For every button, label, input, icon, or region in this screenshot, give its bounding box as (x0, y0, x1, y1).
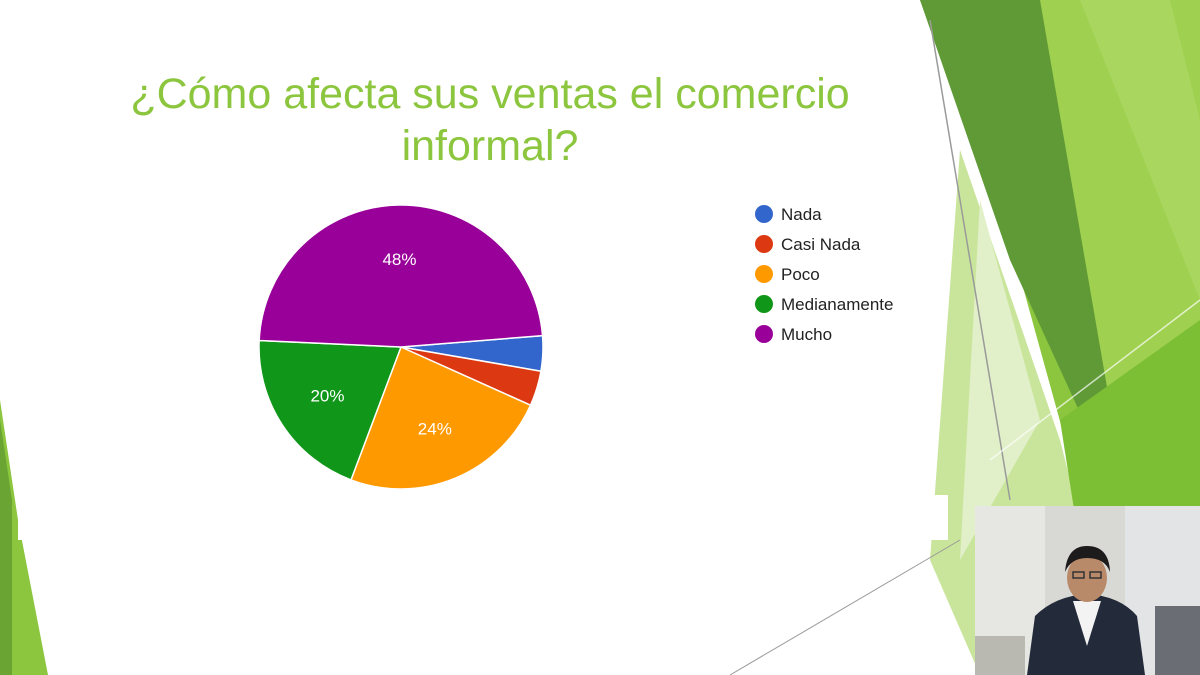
legend-label-casi-nada: Casi Nada (781, 235, 861, 254)
legend-swatch-poco (755, 265, 773, 283)
slice-label-poco: 24% (418, 419, 452, 438)
pie-slice-mucho (258, 204, 544, 348)
legend-swatch-nada (755, 205, 773, 223)
legend-label-mucho: Mucho (781, 325, 832, 344)
pie-slice-medianamente (258, 339, 403, 481)
slide-title: ¿Cómo afecta sus ventas el comercio info… (130, 70, 850, 170)
slice-label-mucho: 48% (382, 250, 416, 269)
slice-label-medianamente: 20% (310, 386, 344, 405)
legend-label-nada: Nada (781, 205, 822, 224)
presenter-image (975, 506, 1200, 675)
legend-swatch-medianamente (755, 295, 773, 313)
chart-legend: Nada Casi Nada Poco Medianamente Mucho (755, 205, 893, 344)
legend-label-medianamente: Medianamente (781, 295, 893, 314)
legend-swatch-mucho (755, 325, 773, 343)
legend-label-poco: Poco (781, 265, 820, 284)
presenter-webcam (975, 506, 1200, 675)
legend-swatch-casi-nada (755, 235, 773, 253)
pie-slice-poco (350, 345, 532, 490)
